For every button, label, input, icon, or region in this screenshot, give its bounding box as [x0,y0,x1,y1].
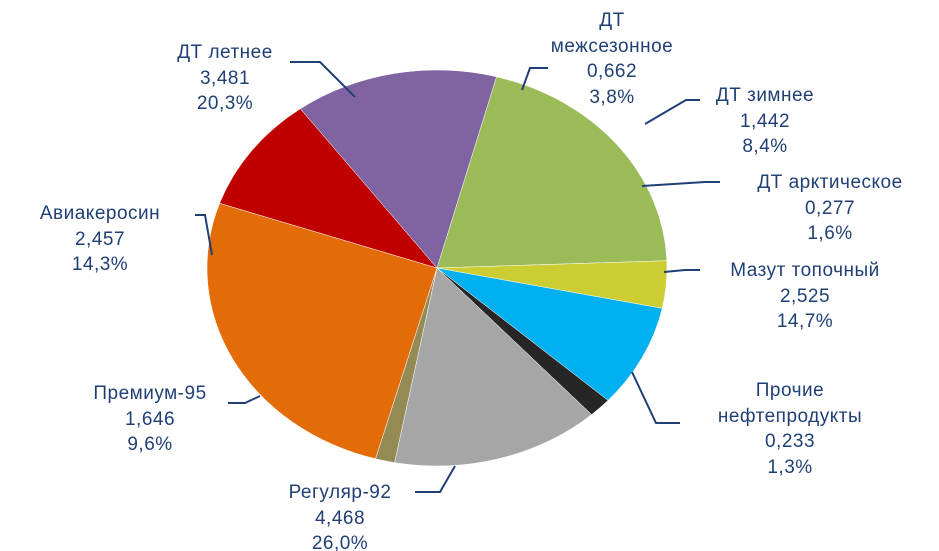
data-label: Авиакеросин 2,457 14,3% [0,201,200,278]
value-label: 3,481 [199,67,251,89]
pie-slice [394,267,593,467]
leader-line [228,395,261,404]
percent-label: 8,4% [742,136,788,157]
leader-line [663,269,700,273]
category-label: ДТ зимнее [715,85,815,106]
data-label: Регуляр-92 4,468 26,0% [260,480,420,551]
value-label: 1,646 [124,408,176,430]
value-label: 2,525 [779,285,831,307]
percent-label: 1,6% [807,223,853,244]
category-label: ДТ межсезонное [550,10,674,57]
percent-label: 14,3% [71,254,129,275]
data-label: ДТ летнее 3,481 20,3% [125,40,325,117]
category-label: Авиакеросин [39,203,161,224]
leader-line [415,465,456,493]
category-label: Регуляр-92 [288,482,392,503]
category-label: Премиум-95 [93,383,207,404]
value-label: 0,277 [804,197,856,219]
data-label: Премиум-95 1,646 9,6% [60,381,240,458]
pie-slice [219,108,438,269]
data-label: ДТ арктическое 0,277 1,6% [720,170,939,247]
percent-label: 3,8% [589,86,635,108]
percent-label: 26,0% [311,533,369,551]
value-label: 4,468 [314,507,366,529]
leader-line [641,181,720,187]
value-label: 1,442 [739,110,791,132]
data-label: Мазут топочный 2,525 14,7% [695,258,915,335]
category-label: ДТ летнее [177,42,273,63]
value-label: 0,233 [764,431,816,452]
leader-line [521,67,548,91]
pie-slice [299,69,497,269]
leader-line [644,99,700,125]
pie-slice [436,76,668,269]
leader-line [195,214,213,256]
data-label: ДТ зимнее 1,442 8,4% [680,83,850,160]
category-label: ДТ арктическое [757,172,903,193]
percent-label: 20,3% [196,93,254,114]
percent-label: 14,7% [776,311,834,332]
percent-label: 9,6% [127,434,173,455]
data-label: ДТ межсезонное 0,662 3,8% [542,8,682,110]
value-label: 2,457 [74,228,126,250]
leader-line [631,371,680,424]
data-label: Прочие нефтепродукты 0,233 1,3% [710,378,870,480]
category-label: Прочие нефтепродукты [717,380,863,427]
category-label: Мазут топочный [730,260,880,281]
value-label: 0,662 [586,61,638,82]
pie-slice [436,267,663,401]
percent-label: 1,3% [767,456,813,478]
leader-line [290,61,356,98]
